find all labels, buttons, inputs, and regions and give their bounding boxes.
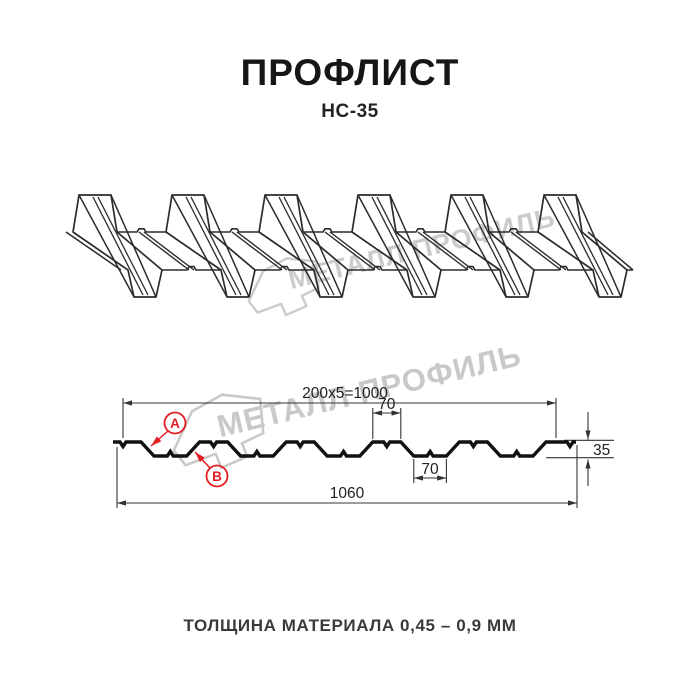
stiffener-line — [143, 231, 195, 271]
rib-groove-line — [283, 196, 335, 296]
rib-outline — [258, 194, 349, 298]
rib-groove-line — [562, 196, 614, 296]
rib-groove-line — [190, 196, 242, 296]
dim-profile-height: 35 — [593, 442, 610, 459]
stiffener-line — [138, 231, 190, 271]
profile-outline — [113, 440, 576, 458]
label-a-arrow — [150, 430, 169, 447]
side-labels — [150, 411, 229, 488]
stiffener-line — [231, 231, 283, 271]
rib-groove-line — [371, 196, 423, 296]
rib-groove-line — [376, 196, 428, 296]
label-b-arrow — [194, 451, 211, 469]
rib-fold-line — [78, 194, 135, 298]
rib-groove-line — [464, 196, 516, 296]
rib-fold-line — [543, 194, 600, 298]
rib-fold-line — [450, 194, 507, 298]
sheet-linework — [65, 194, 634, 298]
web-front-edge — [534, 265, 593, 271]
rib-fold-line — [575, 194, 622, 298]
rib-outline — [72, 194, 163, 298]
rib-groove-line — [469, 196, 521, 296]
metall-profil-logo-icon — [172, 393, 265, 470]
rib-outline — [444, 194, 535, 298]
rib-outline — [537, 194, 628, 298]
rib-groove-line — [185, 196, 237, 296]
rib-fold-line — [264, 194, 321, 298]
dim-working-width: 200x5=1000 — [302, 385, 388, 402]
metall-profil-logo-icon — [247, 257, 320, 317]
stiffener-line — [417, 231, 469, 271]
rib-fold-line — [357, 194, 414, 298]
web-back-edge — [396, 228, 446, 233]
stiffener-line — [510, 231, 562, 271]
web-front-edge — [348, 265, 407, 271]
web-back-edge — [303, 228, 353, 233]
rib-groove-line — [97, 196, 149, 296]
stiffener-line — [236, 231, 288, 271]
stiffener-line — [515, 231, 567, 271]
rib-outline — [351, 194, 442, 298]
sheet-left-edge — [65, 231, 122, 271]
dim-crest-top: 70 — [378, 396, 396, 413]
profile-code: НС-35 — [321, 101, 379, 122]
rib-fold-line — [389, 194, 436, 298]
rib-groove-line — [557, 196, 609, 296]
rib-fold-line — [482, 194, 529, 298]
dim-total-width: 1060 — [330, 485, 365, 502]
stiffener-line — [324, 231, 376, 271]
web-back-edge — [489, 228, 539, 233]
rib-fold-line — [110, 194, 157, 298]
label-a-circle — [163, 411, 187, 435]
web-back-edge — [210, 228, 260, 233]
rib-fold-line — [296, 194, 343, 298]
web-front-edge — [162, 265, 221, 271]
sheet-right-edge — [587, 231, 634, 271]
web-back-edge — [117, 228, 167, 233]
cross-section-view: МЕТАЛЛ ПРОФИЛЬ 200x5=1000 70 70 35 1060 … — [113, 340, 614, 508]
web-front-edge — [441, 265, 500, 271]
profile-3d-view: МЕТАЛЛ ПРОФИЛЬ — [65, 194, 634, 317]
stiffener-line — [422, 231, 474, 271]
header: ПРОФЛИСТ НС-35 — [0, 52, 700, 123]
label-b-text: B — [212, 469, 222, 484]
page-title: ПРОФЛИСТ — [240, 52, 460, 93]
rib-outline — [165, 194, 256, 298]
dim-valley-bottom: 70 — [421, 461, 439, 478]
label-b-circle — [205, 464, 229, 488]
rib-fold-line — [171, 194, 228, 298]
label-a-text: A — [170, 416, 180, 431]
thickness-note: ТОЛЩИНА МАТЕРИАЛА 0,45 – 0,9 ММ — [183, 616, 517, 635]
stiffener-line — [329, 231, 381, 271]
rib-groove-line — [92, 196, 144, 296]
web-front-edge — [255, 265, 314, 271]
rib-groove-line — [278, 196, 330, 296]
dimension-lines — [116, 398, 614, 508]
rib-fold-line — [203, 194, 250, 298]
